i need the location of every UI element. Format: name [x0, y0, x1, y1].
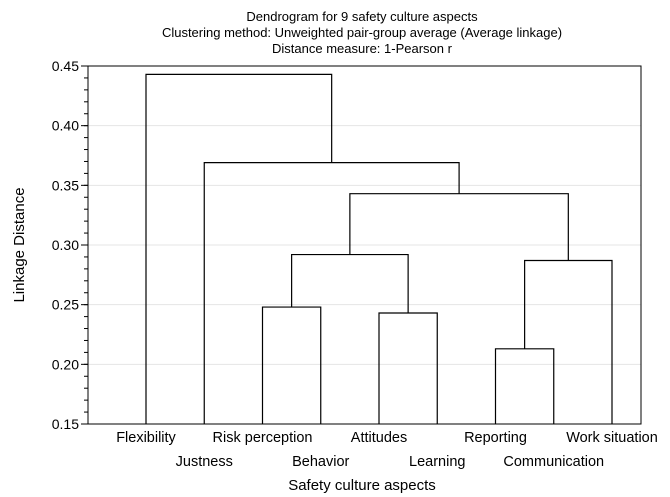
- chart-title-line-2: Clustering method: Unweighted pair-group…: [162, 25, 562, 40]
- leaf-label-2: Risk perception: [213, 430, 313, 446]
- merge-branch-4: [291, 253, 409, 314]
- merge-branch-6: [203, 162, 460, 424]
- leaf-label-6: Reporting: [464, 430, 527, 446]
- chart-title-line-1: Dendrogram for 9 safety culture aspects: [246, 9, 478, 24]
- leaf-label-1: Justness: [176, 454, 233, 470]
- leaf-label-5: Learning: [409, 454, 465, 470]
- y-tick-label-3: 0.30: [52, 237, 79, 253]
- y-tick-label-1: 0.20: [52, 356, 79, 372]
- chart-title-line-3: Distance measure: 1-Pearson r: [272, 41, 453, 56]
- leaf-label-3: Behavior: [292, 454, 349, 470]
- merge-branch-0: [494, 348, 555, 424]
- merge-branch-7: [145, 73, 333, 424]
- leaf-label-8: Work situation: [566, 430, 658, 446]
- y-tick-label-0: 0.15: [52, 416, 79, 432]
- dendrogram-branches: [145, 73, 613, 424]
- y-tick-label-6: 0.45: [52, 58, 79, 74]
- leaf-label-0: Flexibility: [116, 430, 176, 446]
- merge-branch-3: [524, 259, 613, 424]
- y-tick-label-2: 0.25: [52, 297, 79, 313]
- leaf-label-7: Communication: [503, 454, 604, 470]
- merge-branch-1: [378, 312, 438, 424]
- merge-branch-2: [261, 306, 322, 424]
- grid-layer: [88, 125, 641, 365]
- y-tick-label-4: 0.35: [52, 177, 79, 193]
- y-tick-label-5: 0.40: [52, 118, 79, 134]
- y-axis-ticks: 0.15 0.20 0.25 0.30 0.35 0.40 0.45: [52, 58, 88, 432]
- x-axis-label: Safety culture aspects: [288, 477, 436, 494]
- merge-branch-5: [349, 193, 569, 261]
- y-axis-label: Linkage Distance: [11, 187, 28, 302]
- leaf-label-4: Attitudes: [351, 430, 407, 446]
